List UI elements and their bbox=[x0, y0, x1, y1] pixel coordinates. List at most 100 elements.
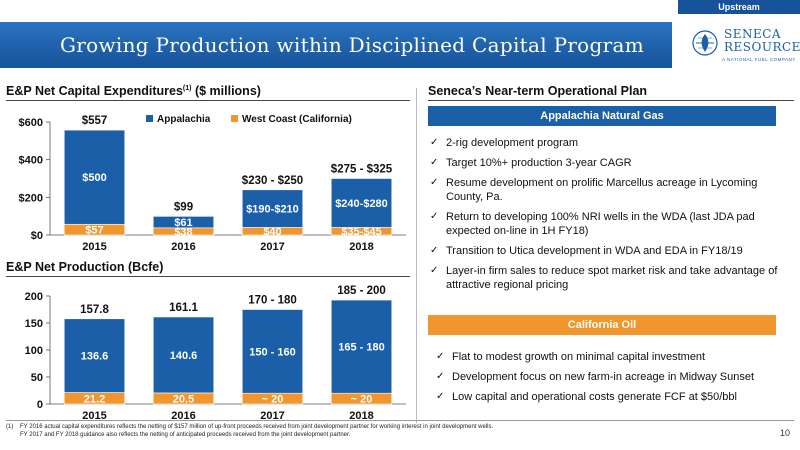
plan-section-title: Seneca’s Near-term Operational Plan bbox=[428, 84, 648, 98]
footnote-line-1: FY 2016 actual capital expenditures refl… bbox=[20, 424, 494, 430]
x-tick-label: 2018 bbox=[349, 241, 373, 253]
footnote-line-2: FY 2017 and FY 2018 guidance also reflec… bbox=[20, 432, 351, 438]
california-bullet-list: ✓ Flat to modest growth on minimal capita… bbox=[436, 350, 786, 410]
appalachia-bullet: ✓ Resume development on prolific Marcellu… bbox=[430, 176, 780, 204]
bar-lower-label: $40 bbox=[263, 226, 281, 238]
bar-segment-upper bbox=[241, 309, 304, 394]
bar-segment-upper bbox=[152, 316, 215, 394]
bar-total-label: 170 - 180 bbox=[248, 295, 297, 307]
y-tick-label: 150 bbox=[25, 318, 43, 330]
appalachia-bullet-text: Target 10%+ production 3-year CAGR bbox=[446, 157, 632, 169]
legend-label-appalachia: Appalachia bbox=[157, 114, 211, 125]
x-tick-label: 2018 bbox=[349, 410, 373, 420]
bar-upper-label: 150 - 160 bbox=[249, 346, 295, 358]
capex-units: ($ millions) bbox=[194, 84, 261, 98]
company-logo bbox=[692, 30, 718, 56]
bar-total-label: $99 bbox=[174, 201, 193, 213]
bar-lower-label: ~ 20 bbox=[351, 394, 373, 406]
page-number: 10 bbox=[779, 428, 790, 438]
california-bullet: ✓ Flat to modest growth on minimal capita… bbox=[436, 350, 786, 364]
bar-upper-label: $240-$280 bbox=[335, 198, 388, 210]
bar-total-label: 157.8 bbox=[80, 304, 109, 316]
charts-canvas: $0$200$400$600$57$500$5572015$38$61$9920… bbox=[19, 114, 406, 420]
column-divider bbox=[416, 88, 417, 423]
checkmark-icon: ✓ bbox=[430, 211, 439, 222]
production-title-rule bbox=[6, 276, 410, 277]
checkmark-icon: ✓ bbox=[436, 351, 445, 362]
appalachia-bullet-text: Resume development on prolific Marcellus… bbox=[446, 177, 758, 203]
appalachia-bullet-text: Transition to Utica development in WDA a… bbox=[446, 245, 743, 257]
appalachia-bullet: ✓ Target 10%+ production 3-year CAGR bbox=[430, 156, 780, 170]
production-section-title: E&P Net Production (Bcfe) bbox=[6, 260, 164, 274]
checkmark-icon: ✓ bbox=[430, 265, 439, 276]
x-tick-label: 2016 bbox=[171, 410, 195, 420]
appalachia-bullet: ✓ Transition to Utica development in WDA … bbox=[430, 244, 780, 258]
y-tick-label: $400 bbox=[19, 155, 43, 167]
bar-lower-label: ~ 20 bbox=[262, 394, 284, 406]
plan-title-rule bbox=[428, 100, 794, 101]
logo-line-1: SENECA bbox=[724, 27, 782, 41]
x-tick-label: 2015 bbox=[82, 241, 106, 253]
logo-wordmark: SENECA RESOURCES bbox=[724, 28, 800, 54]
y-tick-label: $200 bbox=[19, 192, 43, 204]
bar-segment-upper bbox=[330, 299, 393, 394]
bar-segment-upper bbox=[241, 189, 304, 228]
y-tick-label: $600 bbox=[19, 117, 43, 129]
bar-total-label: $275 - $325 bbox=[331, 164, 393, 176]
checkmark-icon: ✓ bbox=[430, 157, 439, 168]
x-tick-label: 2017 bbox=[260, 241, 284, 253]
appalachia-bullet: ✓ Return to developing 100% NRI wells in … bbox=[430, 210, 780, 238]
bar-lower-label: $57 bbox=[85, 225, 103, 237]
appalachia-bullet: ✓ 2-rig development program bbox=[430, 136, 780, 150]
bar-lower-label: $35-$45 bbox=[341, 226, 381, 238]
section-tag: Upstream bbox=[678, 0, 800, 14]
bar-upper-label: 136.6 bbox=[81, 351, 109, 363]
bar-total-label: 185 - 200 bbox=[337, 285, 386, 297]
y-tick-label: 50 bbox=[31, 372, 43, 384]
california-bullet-text: Development focus on new farm-in acreage… bbox=[452, 371, 755, 383]
bar-segment-upper bbox=[330, 178, 393, 228]
checkmark-icon: ✓ bbox=[430, 177, 439, 188]
bar-upper-label: $500 bbox=[82, 172, 106, 184]
bar-upper-label: 140.6 bbox=[170, 350, 198, 362]
checkmark-icon: ✓ bbox=[436, 371, 445, 382]
bar-lower-label: $38 bbox=[174, 226, 192, 238]
bar-upper-label: $190-$210 bbox=[246, 204, 299, 216]
capex-section-title: E&P Net Capital Expenditures(1) ($ milli… bbox=[6, 84, 261, 98]
x-tick-label: 2016 bbox=[171, 241, 195, 253]
appalachia-bullet: ✓ Layer-in firm sales to reduce spot mark… bbox=[430, 264, 780, 292]
appalachia-band: Appalachia Natural Gas bbox=[428, 106, 776, 126]
capex-title-rule bbox=[6, 100, 410, 101]
logo-tagline: A NATIONAL FUEL COMPANY bbox=[722, 57, 796, 62]
flame-icon bbox=[692, 30, 718, 56]
checkmark-icon: ✓ bbox=[436, 391, 445, 402]
legend-label-west-coast: West Coast (California) bbox=[242, 114, 352, 125]
bar-lower-label: 21.2 bbox=[84, 393, 105, 405]
california-bullet-text: Flat to modest growth on minimal capital… bbox=[452, 351, 706, 363]
bar-upper-label: $61 bbox=[174, 217, 192, 229]
y-tick-label: 100 bbox=[25, 345, 43, 357]
appalachia-bullet-list: ✓ 2-rig development program ✓ Target 10%+ p… bbox=[430, 136, 780, 298]
bar-segment-upper bbox=[63, 318, 126, 393]
legend-swatch-appalachia bbox=[146, 115, 153, 122]
logo-line-2: RESOURCES bbox=[724, 40, 800, 54]
appalachia-bullet-text: 2-rig development program bbox=[446, 137, 579, 149]
bar-total-label: $230 - $250 bbox=[242, 175, 303, 187]
bar-lower-label: 20.5 bbox=[173, 393, 194, 405]
appalachia-bullet-text: Layer-in firm sales to reduce spot marke… bbox=[446, 265, 778, 291]
footer-rule bbox=[6, 420, 794, 421]
bar-total-label: 161.1 bbox=[169, 302, 198, 314]
x-tick-label: 2015 bbox=[82, 410, 106, 420]
capex-footnote-marker: (1) bbox=[182, 84, 192, 92]
california-bullet-text: Low capital and operational costs genera… bbox=[452, 391, 737, 403]
bar-segment-upper bbox=[152, 216, 215, 229]
y-tick-label: 0 bbox=[37, 399, 43, 411]
title-banner bbox=[0, 22, 672, 68]
california-bullet: ✓ Low capital and operational costs gener… bbox=[436, 390, 786, 404]
page-title: Growing Production within Disciplined Ca… bbox=[60, 33, 644, 57]
y-tick-label: $0 bbox=[31, 230, 43, 242]
checkmark-icon: ✓ bbox=[430, 245, 439, 256]
capex-title-text: E&P Net Capital Expenditures bbox=[6, 84, 183, 98]
y-tick-label: 200 bbox=[25, 291, 43, 303]
bar-segment-upper bbox=[63, 129, 126, 225]
